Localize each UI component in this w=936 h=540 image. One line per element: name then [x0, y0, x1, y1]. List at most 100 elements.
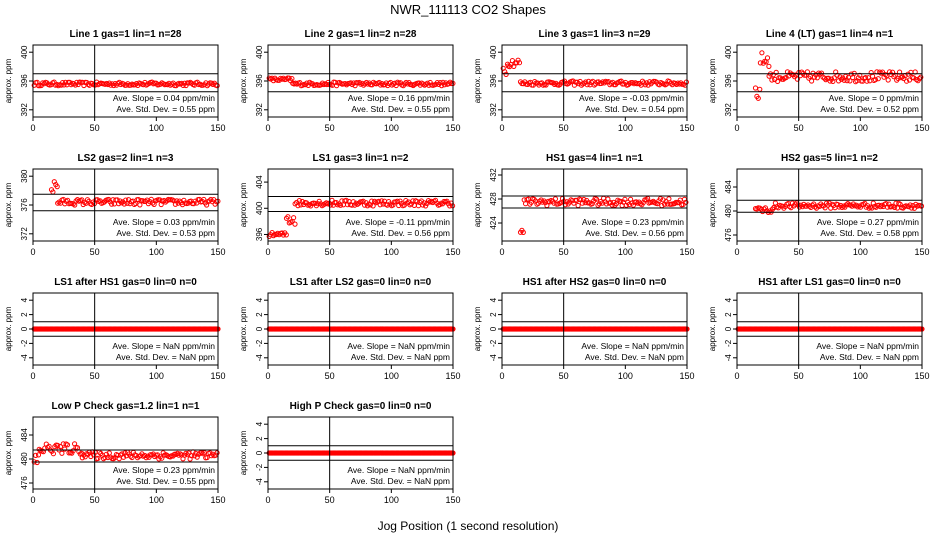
data-point [673, 81, 680, 88]
x-tick-label: 150 [679, 123, 694, 133]
data-point [662, 201, 668, 207]
y-tick-label: 376 [20, 198, 29, 212]
data-point [759, 50, 765, 56]
data-point [609, 202, 615, 208]
slope-annotation: Ave. Slope = NaN ppm/min [347, 465, 450, 475]
y-tick-label: 432 [489, 168, 498, 182]
x-tick-label: 0 [265, 495, 270, 505]
x-tick-label: 100 [149, 371, 164, 381]
y-axis-label: approx. ppm [4, 182, 13, 227]
data-point [872, 77, 879, 83]
data-point [316, 198, 322, 204]
data-point [334, 83, 340, 89]
x-tick-label: 100 [149, 247, 164, 257]
y-tick-label: 4 [489, 297, 498, 302]
plot-frame [501, 168, 688, 242]
data-point [108, 82, 114, 88]
x-tick-label: 0 [499, 123, 504, 133]
panel-title: LS1 after HS1 gas=0 lin=0 n=0 [54, 277, 197, 288]
data-point [421, 200, 427, 206]
data-point [447, 79, 453, 85]
y-tick-label: 476 [20, 476, 29, 490]
data-point [657, 196, 664, 202]
y-tick-label: 2 [255, 436, 264, 441]
data-point [62, 446, 68, 452]
data-point [137, 202, 143, 208]
y-tick-label: 2 [724, 312, 733, 317]
panel-title: Line 4 (LT) gas=1 lin=4 n=1 [766, 29, 894, 40]
y-tick-label: -2 [724, 339, 733, 347]
slope-annotation: Ave. Slope = -0.03 ppm/min [579, 93, 684, 103]
data-point [289, 76, 295, 82]
data-point [906, 77, 913, 83]
y-axis-label: approx. ppm [4, 430, 13, 475]
y-axis-label: approx. ppm [4, 58, 13, 103]
data-point [91, 452, 97, 458]
data-points [48, 179, 221, 208]
data-point [823, 77, 829, 83]
data-point [437, 80, 443, 86]
data-point [586, 200, 593, 206]
y-axis-label: approx. ppm [4, 306, 13, 351]
panel-title: HS1 after HS2 gas=0 lin=0 n=0 [523, 277, 667, 288]
data-point [299, 198, 305, 205]
data-point [856, 203, 862, 209]
x-tick-label: 100 [149, 123, 164, 133]
data-point [552, 196, 559, 202]
data-point [757, 60, 764, 66]
data-point [895, 75, 901, 82]
data-point [54, 184, 60, 190]
y-tick-label: -2 [20, 339, 29, 347]
panel-title: Line 3 gas=1 lin=3 n=29 [538, 29, 650, 40]
x-tick-label: 100 [618, 371, 633, 381]
std-dev-annotation: Ave. Std. Dev. = 0.53 ppm [116, 228, 215, 238]
y-tick-label: -4 [255, 478, 264, 486]
slope-annotation: Ave. Slope = NaN ppm/min [347, 341, 450, 351]
x-tick-label: 50 [325, 371, 335, 381]
data-point [611, 199, 617, 205]
data-point [589, 201, 595, 207]
y-tick-label: 4 [20, 297, 29, 302]
data-point [838, 76, 845, 82]
data-point [773, 69, 779, 76]
y-axis-label: approx. ppm [708, 182, 717, 227]
data-point [623, 202, 629, 208]
data-point [214, 450, 220, 456]
data-point [622, 196, 628, 202]
y-tick-label: 380 [20, 169, 29, 183]
y-tick-label: 484 [724, 180, 733, 194]
data-points [266, 450, 456, 456]
panel-5: LS2 gas=2 lin=1 n=3 approx. ppm 0 50 100 150 3… [4, 153, 226, 257]
plot-frame [32, 416, 219, 490]
data-point [70, 448, 76, 454]
x-tick-label: 50 [794, 371, 804, 381]
x-tick-label: 150 [210, 371, 225, 381]
slope-annotation: Ave. Slope = 0.16 ppm/min [348, 93, 450, 103]
y-tick-label: 396 [255, 227, 264, 241]
x-tick-label: 0 [30, 123, 35, 133]
y-axis-label: approx. ppm [708, 306, 717, 351]
data-point [875, 76, 881, 82]
y-tick-label: -4 [255, 354, 264, 362]
x-tick-label: 100 [384, 371, 399, 381]
y-tick-label: 480 [724, 204, 733, 218]
data-point [343, 197, 349, 203]
data-point [437, 202, 443, 208]
data-point [811, 201, 817, 207]
x-tick-label: 150 [679, 247, 694, 257]
panel-title: High P Check gas=0 lin=0 n=0 [290, 401, 432, 412]
data-point [183, 450, 189, 456]
panel-title: HS1 gas=4 lin=1 n=1 [546, 153, 643, 164]
y-tick-label: 0 [489, 326, 498, 331]
data-point [814, 75, 820, 81]
data-point [349, 81, 355, 88]
data-point [296, 198, 302, 204]
data-point [283, 232, 289, 238]
data-point [839, 204, 845, 210]
y-axis-label: approx. ppm [473, 58, 482, 103]
data-point [55, 442, 61, 448]
x-tick-label: 100 [384, 123, 399, 133]
data-point [143, 455, 149, 461]
data-point [514, 60, 520, 66]
